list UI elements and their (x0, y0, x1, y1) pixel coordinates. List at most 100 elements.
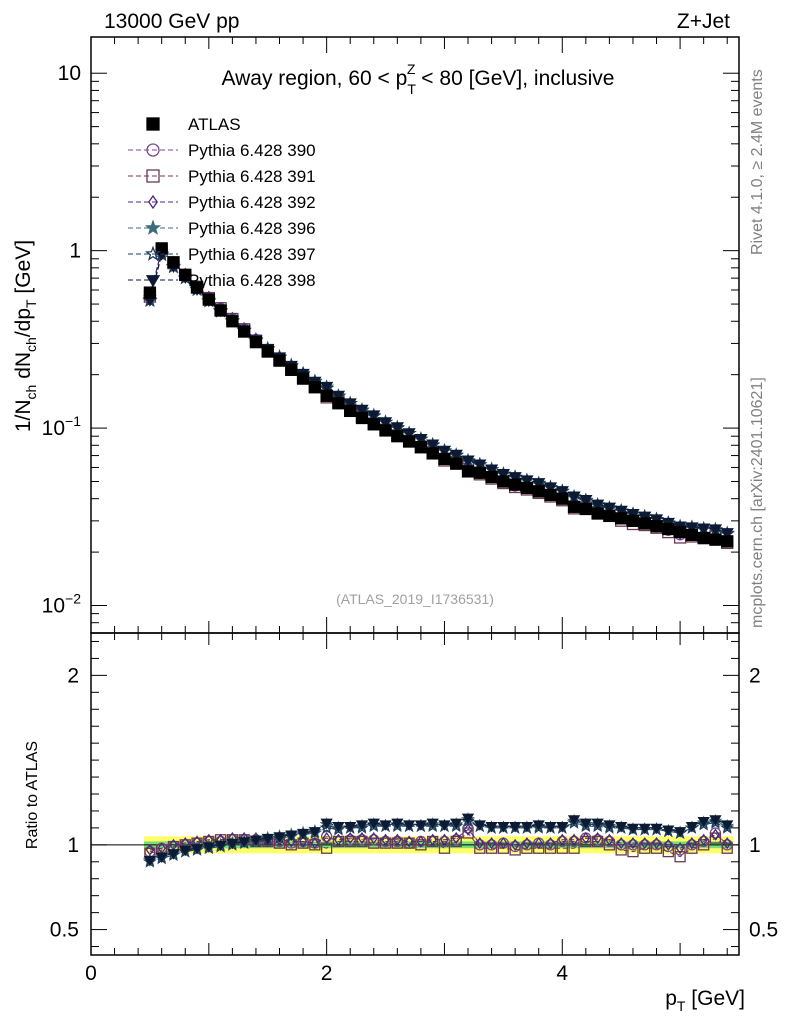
atlas-point (556, 492, 569, 505)
ratio-point-1 (674, 844, 686, 856)
ratio-point-2 (309, 839, 321, 851)
x-tick-label: 0 (85, 962, 97, 985)
ratio-point-2 (450, 835, 462, 848)
legend-marker (144, 245, 162, 261)
atlas-point (190, 281, 204, 294)
legend-marker (146, 117, 160, 131)
ratio-point-6 (567, 815, 581, 826)
main-y-tick-exponent: −1 (65, 413, 81, 429)
ratio-point-2 (403, 837, 415, 849)
legend-marker (144, 219, 162, 235)
header-left: 13000 GeV pp (104, 10, 239, 33)
ratio-point-6 (532, 820, 545, 831)
main-point-6 (543, 482, 558, 494)
ratio-point-3 (534, 837, 544, 850)
legend-label: ATLAS (188, 115, 241, 134)
main-point-6 (449, 449, 463, 462)
atlas-point (261, 345, 274, 358)
ratio-point-6 (426, 818, 439, 830)
ratio-point-2 (686, 842, 698, 854)
atlas-point (214, 304, 227, 317)
ratio-point-3 (664, 838, 673, 851)
main-point-6 (720, 528, 734, 540)
atlas-point (414, 441, 428, 454)
ratio-point-2 (627, 845, 639, 858)
ratio-point-6 (238, 837, 251, 848)
ratio-point-6 (355, 820, 369, 831)
main-y-ticks: 10−2 10−1 1 10 (42, 62, 739, 634)
legend-marker (148, 194, 158, 210)
ratio-frame (90, 632, 740, 956)
ratio-point-6 (603, 820, 616, 831)
ratio-point-3 (487, 837, 496, 850)
ratio-point-3 (381, 833, 390, 846)
ratio-point-6 (202, 842, 215, 853)
ratio-point-2 (474, 842, 486, 854)
atlas-point (402, 435, 416, 448)
atlas-point (379, 424, 392, 437)
ratio-point-6 (344, 822, 357, 833)
ratio-point-3 (593, 831, 602, 845)
ratio-point-1 (568, 835, 580, 848)
ratio-point-3 (510, 838, 520, 851)
ratio-point-6 (638, 823, 651, 835)
atlas-point (355, 411, 369, 425)
ratio-point-3 (393, 833, 402, 846)
main-point-6 (602, 502, 617, 514)
ratio-point-2 (497, 842, 510, 854)
atlas-point (273, 354, 286, 367)
ratio-point-6 (450, 818, 463, 830)
ratio-point-6 (650, 823, 663, 835)
ratio-point-3 (640, 837, 650, 850)
main-point-6 (343, 398, 357, 410)
ratio-point-2 (674, 851, 686, 863)
ratio-point-3 (440, 833, 449, 846)
atlas-point (426, 447, 439, 460)
atlas-point (591, 507, 604, 520)
ratio-point-2 (391, 837, 403, 849)
ratio-point-6 (214, 840, 227, 852)
analysis-watermark: (ATLAS_2019_I1736531) (336, 591, 494, 607)
ratio-point-2 (356, 835, 368, 848)
atlas-point (202, 293, 215, 306)
main-data-marks (142, 242, 735, 550)
plot-title: Away region, 60 < pTZ < 80 [GeV], inclus… (222, 61, 615, 97)
ratio-point-2 (580, 835, 592, 848)
ratio-y-tick-label: 1 (67, 834, 79, 857)
atlas-point (673, 525, 687, 539)
legend-label: Pythia 6.428 396 (188, 219, 316, 238)
ratio-point-2 (427, 835, 439, 848)
atlas-point (367, 418, 380, 431)
ratio-point-6 (697, 816, 710, 828)
main-y-label: 1/Nch dNch/dpT [GeV] (12, 240, 39, 432)
ratio-point-3 (475, 837, 485, 850)
ratio-point-3 (298, 835, 308, 848)
ratio-point-6 (367, 818, 380, 830)
ratio-point-3 (416, 835, 426, 848)
atlas-point (320, 389, 333, 402)
title-sub-T: T (407, 81, 416, 97)
main-point-6 (532, 478, 546, 490)
ratio-point-3 (628, 837, 638, 850)
rivet-label: Rivet 4.1.0, ≥ 2.4M events (749, 69, 766, 255)
legend-label: Pythia 6.428 397 (188, 245, 316, 264)
ratio-point-6 (379, 820, 392, 831)
main-y-tick-label: 10−2 (42, 591, 82, 618)
atlas-point (473, 466, 486, 479)
main-point-6 (319, 381, 334, 394)
atlas-point (497, 475, 510, 488)
atlas-point (167, 256, 180, 269)
title-sup-Z: Z (407, 61, 416, 77)
main-series-line (149, 253, 728, 535)
ratio-point-6 (461, 813, 475, 825)
ratio-point-6 (167, 849, 180, 860)
ratio-point-6 (685, 822, 699, 833)
atlas-point (391, 430, 404, 443)
ratio-point-6 (579, 818, 592, 830)
mcplots-label: mcplots.cern.ch [arXiv:2401.10621] (749, 377, 766, 628)
main-y-tick-label: 10−1 (42, 413, 82, 440)
ratio-point-3 (404, 835, 414, 848)
ratio-point-6 (591, 818, 604, 830)
atlas-point (709, 533, 722, 546)
ratio-point-6 (709, 815, 722, 826)
